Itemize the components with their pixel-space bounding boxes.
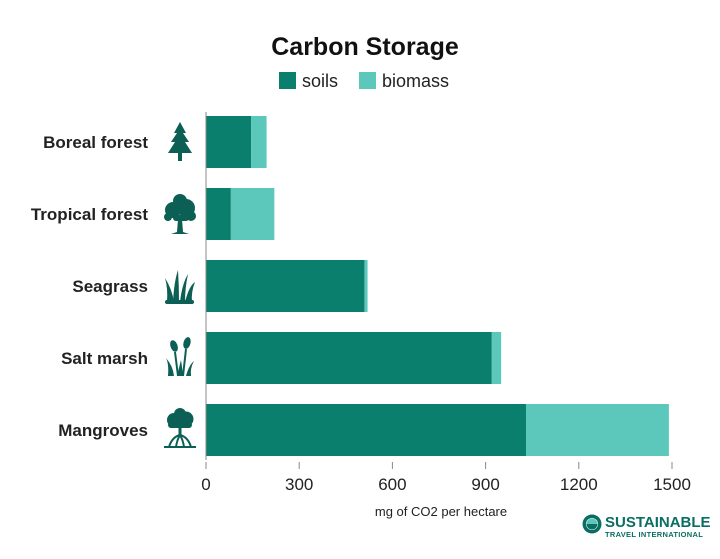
legend-label-biomass: biomass — [382, 71, 449, 91]
bars — [206, 116, 669, 456]
x-tick-label: 900 — [471, 475, 499, 494]
branding-name: SUSTAINABLE — [605, 514, 711, 531]
category-label: Seagrass — [72, 277, 148, 296]
bar-biomass-salt-marsh — [491, 332, 502, 384]
bar-soils-seagrass — [206, 260, 365, 312]
x-tick-label: 1500 — [653, 475, 691, 494]
category-label: Salt marsh — [61, 349, 148, 368]
broadleaf-tree-icon — [164, 194, 196, 234]
branding-subtitle: TRAVEL INTERNATIONAL — [605, 530, 703, 539]
bar-soils-tropical-forest — [206, 188, 231, 240]
x-axis: 0 300 600 900 1200 1500 — [201, 112, 691, 494]
legend-swatch-soils — [279, 72, 296, 89]
x-tick-label: 600 — [378, 475, 406, 494]
chart-title: Carbon Storage — [271, 33, 459, 61]
category-label: Boreal forest — [43, 133, 148, 152]
legend-label-soils: soils — [302, 71, 338, 91]
cattail-icon — [166, 337, 194, 377]
category-label: Mangroves — [58, 421, 148, 440]
bar-soils-mangroves — [206, 404, 526, 456]
x-tick-label: 300 — [285, 475, 313, 494]
branding-logo: SUSTAINABLE TRAVEL INTERNATIONAL — [582, 514, 711, 539]
bar-biomass-seagrass — [364, 260, 368, 312]
pine-tree-icon — [168, 122, 192, 161]
bar-soils-salt-marsh — [206, 332, 492, 384]
category-icons — [164, 122, 196, 448]
bar-biomass-tropical-forest — [230, 188, 275, 240]
x-tick-label: 1200 — [560, 475, 598, 494]
legend: soils biomass — [279, 71, 449, 91]
category-labels: Boreal forest Tropical forest Seagrass Salt… — [31, 133, 148, 440]
x-axis-title: mg of CO2 per hectare — [375, 504, 507, 519]
bar-biomass-mangroves — [525, 404, 669, 456]
x-tick-label: 0 — [201, 475, 210, 494]
bar-biomass-boreal-forest — [251, 116, 267, 168]
globe-logo-icon — [582, 514, 602, 534]
seagrass-icon — [165, 270, 195, 304]
category-label: Tropical forest — [31, 205, 148, 224]
legend-swatch-biomass — [359, 72, 376, 89]
mangrove-icon — [164, 408, 196, 448]
bar-soils-boreal-forest — [206, 116, 252, 168]
